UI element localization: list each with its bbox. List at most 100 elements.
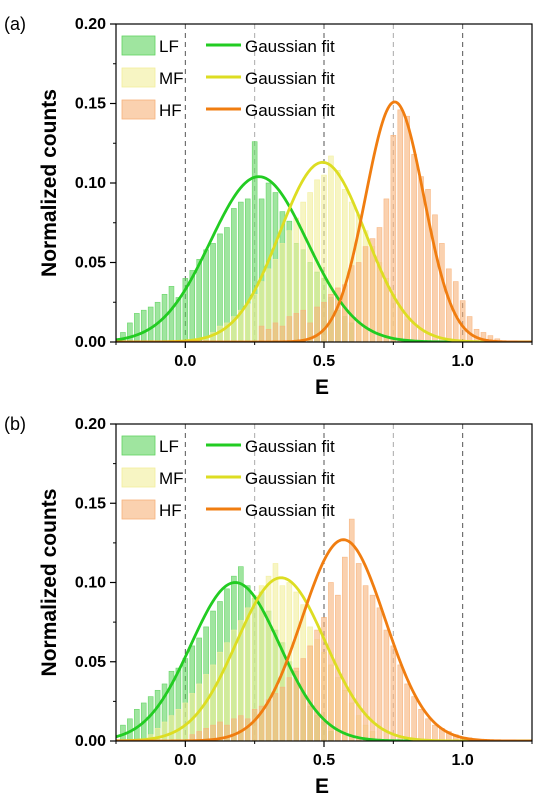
y-tick-label: 0.10 xyxy=(75,575,106,592)
bar-hf xyxy=(279,686,286,741)
bar-lf xyxy=(231,208,237,342)
y-tick-label: 0.15 xyxy=(75,495,106,512)
bar-mf xyxy=(272,259,279,342)
bar-mf xyxy=(175,708,182,741)
bar-mf xyxy=(238,309,244,342)
bar-hf xyxy=(432,724,438,741)
y-tick-label: 0.15 xyxy=(75,96,106,113)
bar-hf xyxy=(487,335,494,342)
legend-fit-label: Gaussian fit xyxy=(245,501,335,520)
bar-hf xyxy=(376,607,383,741)
bars xyxy=(120,109,501,342)
fit-curve-hf xyxy=(116,100,532,342)
y-tick-label: 0.10 xyxy=(75,175,106,192)
bar-hf xyxy=(210,724,216,741)
legend-swatch-hf xyxy=(121,499,156,520)
bar-hf xyxy=(418,176,424,342)
bar-hf xyxy=(272,693,279,741)
bar-hf xyxy=(411,696,417,741)
legend-label: HF xyxy=(159,101,182,120)
legend-swatch-mf xyxy=(121,67,156,88)
bar-lf xyxy=(140,309,147,342)
bar-lf xyxy=(217,233,223,342)
bar-mf xyxy=(251,293,258,342)
x-axis-label: E xyxy=(315,775,329,798)
bar-hf xyxy=(355,262,362,342)
bar-lf xyxy=(238,201,244,342)
bar-hf xyxy=(397,109,404,342)
bar-hf xyxy=(397,664,404,741)
panel-label: (a) xyxy=(4,14,26,34)
bar-hf xyxy=(439,243,445,342)
bar-hf xyxy=(376,227,383,342)
x-tick-label: 0.5 xyxy=(313,353,335,370)
y-tick-label: 0.00 xyxy=(75,733,106,750)
bar-hf xyxy=(383,629,390,741)
bar-hf xyxy=(383,198,390,342)
legend-label: LF xyxy=(159,437,179,456)
bar-hf xyxy=(390,645,397,741)
panel-label: (b) xyxy=(4,414,26,434)
legend-label: MF xyxy=(159,469,184,488)
bar-lf xyxy=(161,683,168,741)
bar-lf xyxy=(154,689,161,741)
y-axis-label: Normalized counts xyxy=(38,89,61,277)
bar-hf xyxy=(251,708,258,741)
fit-curve-lf xyxy=(116,581,532,741)
bar-hf xyxy=(328,582,334,741)
bar-hf xyxy=(286,677,293,741)
legend-swatch-lf xyxy=(121,435,156,456)
y-tick-label: 0.05 xyxy=(75,654,106,671)
x-tick-label: 1.0 xyxy=(452,752,474,769)
legend-label: LF xyxy=(159,37,179,56)
legend-fit-label: Gaussian fit xyxy=(245,37,335,56)
bar-mf xyxy=(342,189,348,342)
bar-mf xyxy=(161,721,168,741)
bar-hf xyxy=(432,214,438,342)
x-axis-label: E xyxy=(315,376,329,399)
legend-fit-label: Gaussian fit xyxy=(245,69,335,88)
bar-hf xyxy=(362,246,369,342)
bar-hf xyxy=(355,563,362,741)
bar-hf xyxy=(314,629,320,741)
bar-lf xyxy=(175,297,182,342)
bar-hf xyxy=(425,189,431,342)
bar-mf xyxy=(328,155,334,342)
y-tick-label: 0.00 xyxy=(75,334,106,351)
bar-hf xyxy=(224,724,230,741)
bar-hf xyxy=(279,325,286,342)
bar-lf xyxy=(210,243,216,342)
x-tick-label: 0.5 xyxy=(313,752,335,769)
bar-lf xyxy=(203,249,209,342)
bar-hf xyxy=(348,265,355,342)
y-tick-label: 0.20 xyxy=(75,16,106,33)
bars xyxy=(120,518,473,741)
y-tick-label: 0.05 xyxy=(75,255,106,272)
bar-mf xyxy=(307,192,313,342)
legend-swatch-mf xyxy=(121,467,156,488)
legend-swatch-lf xyxy=(121,35,156,56)
legend-label: MF xyxy=(159,69,184,88)
bar-hf xyxy=(404,683,410,741)
bar-hf xyxy=(404,115,410,342)
bar-hf xyxy=(300,658,306,741)
bar-hf xyxy=(203,728,209,741)
bar-lf xyxy=(147,306,154,342)
legend-swatch-hf xyxy=(121,99,156,120)
bar-lf xyxy=(189,270,196,342)
bar-mf xyxy=(321,174,327,342)
bar-lf xyxy=(244,198,251,342)
bar-hf xyxy=(418,708,424,741)
bar-hf xyxy=(300,309,306,342)
bar-hf xyxy=(231,718,237,741)
bar-lf xyxy=(127,322,133,342)
bar-hf xyxy=(425,718,431,741)
legend-fit-label: Gaussian fit xyxy=(245,437,335,456)
bar-hf xyxy=(307,645,313,741)
bar-mf xyxy=(168,715,175,741)
bar-mf xyxy=(286,230,293,342)
x-tick-label: 1.0 xyxy=(452,353,474,370)
bar-hf xyxy=(459,300,466,342)
bar-mf xyxy=(279,243,286,342)
